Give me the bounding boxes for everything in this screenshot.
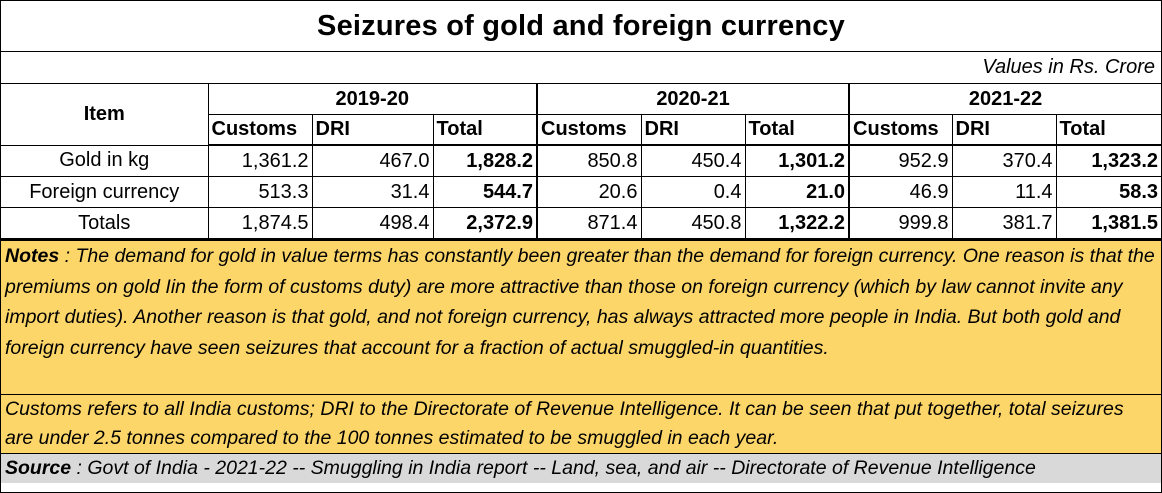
total-header: Total bbox=[1055, 114, 1162, 146]
item-header: Item bbox=[1, 84, 209, 146]
row-label: Foreign currency bbox=[1, 176, 209, 208]
table-cell: 498.4 bbox=[311, 207, 434, 239]
year-header: 2020-21 bbox=[535, 84, 850, 115]
table-row: Gold in kg 1,361.2 467.0 1,828.2 850.8 4… bbox=[1, 144, 1162, 177]
table-cell-total: 58.3 bbox=[1055, 176, 1162, 208]
source-line: Source : Govt of India - 2021-22 -- Smug… bbox=[1, 453, 1161, 483]
sub-header-row: Customs DRI Total Customs DRI Total Cust… bbox=[1, 114, 1162, 146]
table-cell: 513.3 bbox=[207, 176, 313, 208]
table-cell: 1,361.2 bbox=[207, 144, 313, 177]
table-cell-total: 1,323.2 bbox=[1055, 144, 1162, 177]
table-cell: 450.4 bbox=[640, 144, 746, 177]
table-cell: 46.9 bbox=[848, 176, 953, 208]
table-cell: 31.4 bbox=[311, 176, 434, 208]
notes-block: Notes : The demand for gold in value ter… bbox=[1, 239, 1161, 394]
table-row: Totals 1,874.5 498.4 2,372.9 871.4 450.8… bbox=[1, 207, 1162, 239]
table-cell-total: 21.0 bbox=[744, 176, 850, 208]
table-cell-total: 1,381.5 bbox=[1055, 207, 1162, 239]
row-label: Gold in kg bbox=[1, 144, 209, 177]
table-cell: 0.4 bbox=[640, 176, 746, 208]
table-cell: 1,874.5 bbox=[207, 207, 313, 239]
customs-header: Customs bbox=[208, 114, 313, 146]
table-cell-total: 1,322.2 bbox=[744, 207, 850, 239]
source-label: Source bbox=[5, 457, 72, 479]
total-header: Total bbox=[432, 114, 538, 146]
seizures-table: Item 2019-20 2020-21 2021-22 Customs DRI… bbox=[1, 84, 1162, 239]
row-label: Totals bbox=[1, 207, 209, 239]
table-cell-total: 1,301.2 bbox=[744, 144, 850, 177]
year-header: 2019-20 bbox=[207, 84, 538, 115]
total-header: Total bbox=[744, 114, 850, 146]
notes-text: : The demand for gold in value terms has… bbox=[5, 245, 1155, 359]
dri-header: DRI bbox=[640, 114, 746, 146]
table-cell: 952.9 bbox=[848, 144, 953, 177]
notes-label: Notes bbox=[5, 245, 60, 267]
customs-header: Customs bbox=[536, 114, 642, 146]
table-cell: 381.7 bbox=[951, 207, 1057, 239]
customs-header: Customs bbox=[848, 114, 953, 146]
table-cell-total: 544.7 bbox=[432, 176, 538, 208]
table-cell: 11.4 bbox=[951, 176, 1057, 208]
table-cell-total: 2,372.9 bbox=[432, 207, 538, 239]
table-cell: 871.4 bbox=[536, 207, 642, 239]
customs-note: Customs refers to all India customs; DRI… bbox=[1, 394, 1161, 453]
table-row: Foreign currency 513.3 31.4 544.7 20.6 0… bbox=[1, 176, 1162, 208]
table-cell: 450.8 bbox=[640, 207, 746, 239]
table-cell: 999.8 bbox=[848, 207, 953, 239]
year-header: 2021-22 bbox=[848, 84, 1162, 115]
source-text: : Govt of India - 2021-22 -- Smuggling i… bbox=[71, 457, 1036, 479]
dri-header: DRI bbox=[311, 114, 434, 146]
page-title: Seizures of gold and foreign currency bbox=[1, 1, 1161, 52]
table-cell: 370.4 bbox=[951, 144, 1057, 177]
dri-header: DRI bbox=[951, 114, 1057, 146]
table-cell: 20.6 bbox=[536, 176, 642, 208]
year-header-row: Item 2019-20 2020-21 2021-22 bbox=[1, 84, 1162, 146]
units-caption: Values in Rs. Crore bbox=[1, 52, 1161, 84]
table-cell: 467.0 bbox=[311, 144, 434, 177]
table-cell: 850.8 bbox=[536, 144, 642, 177]
table-cell-total: 1,828.2 bbox=[432, 144, 538, 177]
